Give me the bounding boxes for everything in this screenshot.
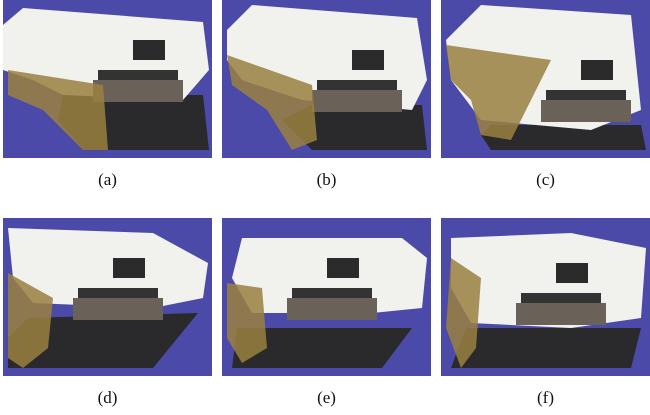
monitors: [317, 80, 397, 90]
desk: [73, 298, 163, 320]
tv: [581, 60, 613, 80]
monitors: [292, 288, 372, 298]
desk: [312, 90, 402, 112]
caption: (f): [441, 388, 650, 408]
caption: (b): [222, 170, 431, 190]
point-cloud-image: [222, 218, 431, 376]
desk: [541, 100, 631, 122]
point-cloud-image: [222, 0, 431, 158]
point-cloud-image: [441, 218, 650, 376]
floor: [451, 328, 641, 368]
figure-page: (a)(b)(c)(d)(e)(f) (() => { const data =…: [0, 0, 650, 415]
caption: (e): [222, 388, 431, 408]
tv: [327, 258, 359, 278]
point-cloud-image: [441, 0, 650, 158]
point-cloud-image: [3, 0, 212, 158]
desk: [516, 303, 606, 325]
tv: [556, 263, 588, 283]
caption: (a): [3, 170, 212, 190]
point-cloud-image: [3, 218, 212, 376]
monitors: [521, 293, 601, 303]
caption: (c): [441, 170, 650, 190]
tv: [133, 40, 165, 60]
tv: [113, 258, 145, 278]
monitors: [546, 90, 626, 100]
monitors: [78, 288, 158, 298]
tv: [352, 50, 384, 70]
desk: [93, 80, 183, 102]
caption: (d): [3, 388, 212, 408]
monitors: [98, 70, 178, 80]
desk: [287, 298, 377, 320]
